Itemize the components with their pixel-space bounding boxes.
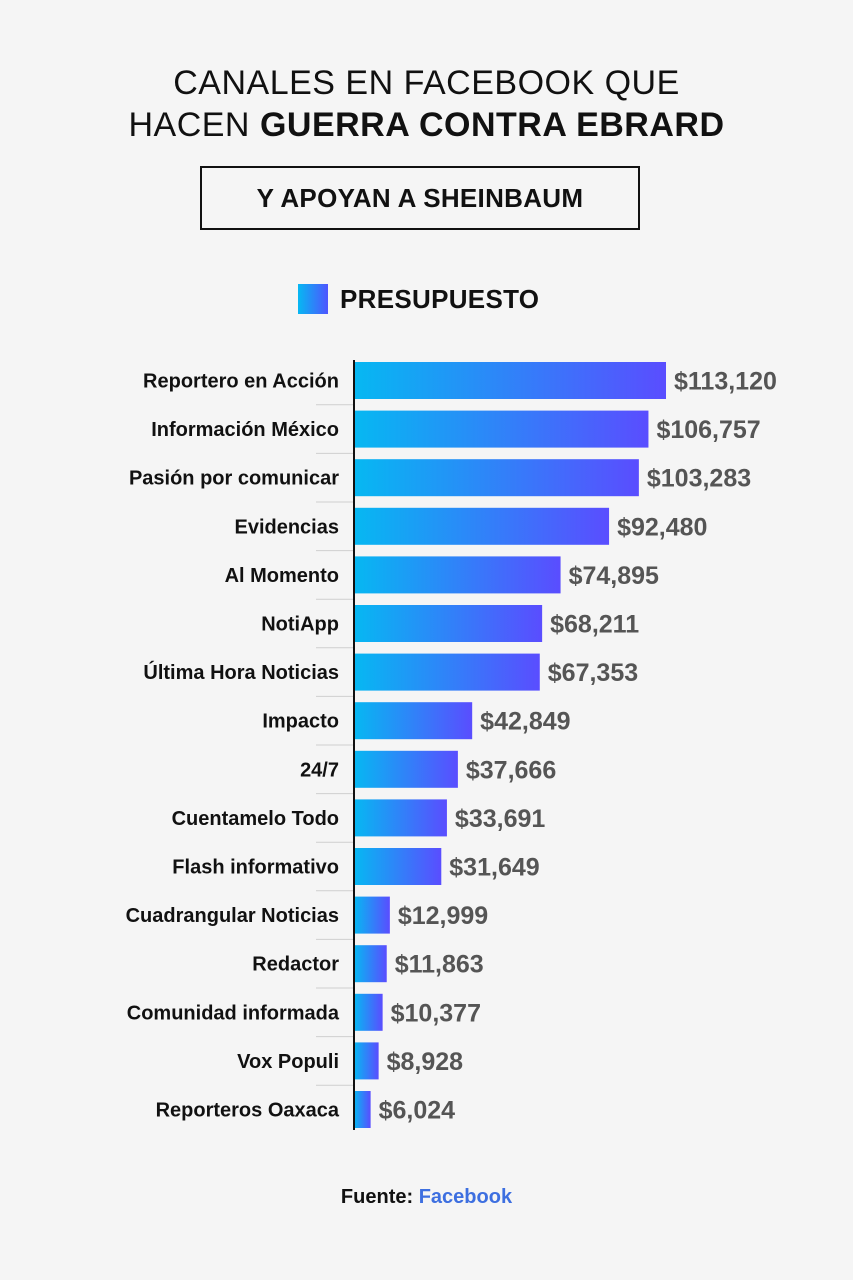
title-line-2: HACEN GUERRA CONTRA EBRARD bbox=[0, 104, 853, 146]
category-label: Cuadrangular Noticias bbox=[126, 905, 339, 927]
subtitle-box: Y APOYAN A SHEINBAUM bbox=[200, 166, 640, 230]
category-label: Reportero en Acción bbox=[143, 371, 339, 393]
category-label: Impacto bbox=[262, 711, 339, 733]
value-label: $37,666 bbox=[466, 756, 556, 784]
bar bbox=[354, 605, 543, 642]
value-label: $92,480 bbox=[617, 513, 707, 541]
legend-swatch bbox=[298, 284, 328, 314]
bar bbox=[354, 507, 610, 545]
category-label: Redactor bbox=[252, 954, 339, 976]
bar bbox=[354, 556, 561, 594]
value-label: $33,691 bbox=[455, 805, 545, 833]
value-label: $8,928 bbox=[387, 1048, 464, 1076]
bar bbox=[354, 653, 540, 691]
value-label: $113,120 bbox=[674, 368, 777, 396]
value-label: $10,377 bbox=[391, 999, 481, 1027]
bar bbox=[354, 993, 383, 1031]
value-label: $11,863 bbox=[395, 951, 484, 979]
title-line-2-bold: GUERRA CONTRA EBRARD bbox=[259, 106, 725, 144]
value-label: $68,211 bbox=[550, 611, 639, 639]
category-label: Reporteros Oaxaca bbox=[156, 1100, 340, 1122]
value-label: $12,999 bbox=[398, 902, 488, 930]
bar bbox=[354, 1091, 371, 1128]
category-label: Última Hora Noticias bbox=[143, 660, 339, 684]
bar bbox=[354, 459, 639, 497]
category-label: Flash informativo bbox=[172, 857, 339, 879]
bar bbox=[354, 848, 442, 885]
bar bbox=[354, 750, 458, 788]
category-label: 24/7 bbox=[300, 759, 339, 781]
chart-title: CANALES EN FACEBOOK QUE HACEN GUERRA CON… bbox=[0, 62, 853, 146]
value-label: $74,895 bbox=[569, 562, 659, 590]
source-name: Facebook bbox=[418, 1186, 513, 1208]
title-line-1: CANALES EN FACEBOOK QUE bbox=[173, 64, 680, 102]
value-label: $106,757 bbox=[656, 416, 760, 444]
category-label: Información México bbox=[151, 419, 339, 441]
source-label: Fuente: bbox=[340, 1186, 419, 1208]
value-label: $67,353 bbox=[548, 659, 638, 687]
bar bbox=[354, 1042, 379, 1080]
value-label: $6,024 bbox=[379, 1097, 456, 1125]
subtitle: Y APOYAN A SHEINBAUM bbox=[256, 182, 584, 213]
bar bbox=[354, 410, 649, 448]
bar bbox=[354, 362, 666, 399]
category-label: Pasión por comunicar bbox=[129, 468, 339, 490]
category-label: Al Momento bbox=[225, 565, 339, 587]
category-label: NotiApp bbox=[261, 614, 339, 636]
category-label: Evidencias bbox=[234, 516, 339, 538]
value-label: $31,649 bbox=[449, 854, 539, 882]
value-label: $42,849 bbox=[480, 708, 570, 736]
bar bbox=[354, 702, 473, 740]
legend-label: PRESUPUESTO bbox=[340, 283, 540, 314]
bar bbox=[354, 799, 447, 837]
bar bbox=[354, 896, 390, 934]
category-label: Vox Populi bbox=[237, 1051, 339, 1073]
legend: PRESUPUESTO bbox=[298, 284, 539, 314]
bar bbox=[354, 945, 387, 983]
value-label: $103,283 bbox=[647, 465, 751, 493]
category-label: Comunidad informada bbox=[127, 1002, 340, 1024]
category-label: Cuentamelo Todo bbox=[172, 808, 339, 830]
title-line-2-regular: HACEN bbox=[128, 106, 260, 144]
source-footer: Fuente: Facebook bbox=[0, 1186, 853, 1209]
